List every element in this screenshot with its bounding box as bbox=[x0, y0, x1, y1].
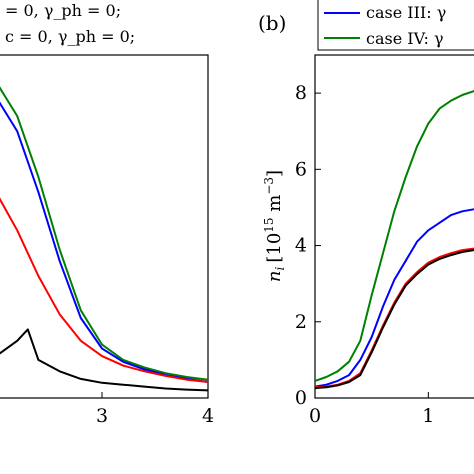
y-label-exp1: 15 bbox=[262, 217, 276, 232]
right-series-line-3 bbox=[314, 247, 474, 389]
y-axis-label: ni [1015 m−3] bbox=[262, 170, 287, 282]
left-plot-frame bbox=[0, 54, 209, 399]
legend-box bbox=[317, 0, 474, 51]
left-x-tick-label-0: 3 bbox=[96, 405, 108, 427]
right-y-tick-label-1: 2 bbox=[295, 311, 307, 333]
left-legend-entry-1: = 0, γ_ph = 0; bbox=[5, 1, 121, 20]
left-series-line-1 bbox=[0, 86, 209, 381]
right-series-line-2 bbox=[314, 208, 474, 388]
y-label-exp2: −3 bbox=[262, 177, 276, 195]
left-series-lines bbox=[0, 86, 209, 392]
y-label-post: ] bbox=[264, 170, 285, 177]
right-y-tick-label-2: 4 bbox=[295, 235, 307, 257]
right-ticks: 0 1 0 2 4 6 8 bbox=[295, 82, 434, 427]
right-series-line-1 bbox=[314, 90, 474, 382]
left-x-tick-label-1: 4 bbox=[202, 405, 214, 427]
right-panel: (b) case III: γ case IV: γ 0 1 0 2 4 6 8 ni [10… bbox=[258, 0, 474, 427]
y-label-mid: m bbox=[264, 195, 285, 218]
right-y-tick-label-4: 8 bbox=[295, 82, 307, 104]
left-series-line-3 bbox=[0, 197, 209, 383]
legend: case III: γ case IV: γ bbox=[317, 0, 474, 51]
right-series-line-4 bbox=[314, 249, 474, 390]
right-x-tick-label-0: 0 bbox=[309, 405, 321, 427]
legend-entry-case-iv: case IV: γ bbox=[366, 29, 444, 48]
right-series-lines bbox=[314, 90, 474, 390]
legend-entry-case-iii: case III: γ bbox=[366, 3, 446, 22]
y-label-var: n bbox=[264, 271, 285, 283]
left-legend-entry-2: c = 0, γ_ph = 0; bbox=[5, 27, 135, 46]
right-plot-frame bbox=[314, 54, 474, 399]
y-label-sub: i bbox=[273, 267, 287, 271]
right-x-tick-label-1: 1 bbox=[422, 405, 434, 427]
y-label-pre: [10 bbox=[264, 233, 285, 263]
right-y-tick-label-3: 6 bbox=[295, 158, 307, 180]
left-series-line-4 bbox=[0, 328, 209, 392]
panel-label-b: (b) bbox=[258, 11, 286, 35]
right-y-tick-label-0: 0 bbox=[295, 387, 307, 409]
